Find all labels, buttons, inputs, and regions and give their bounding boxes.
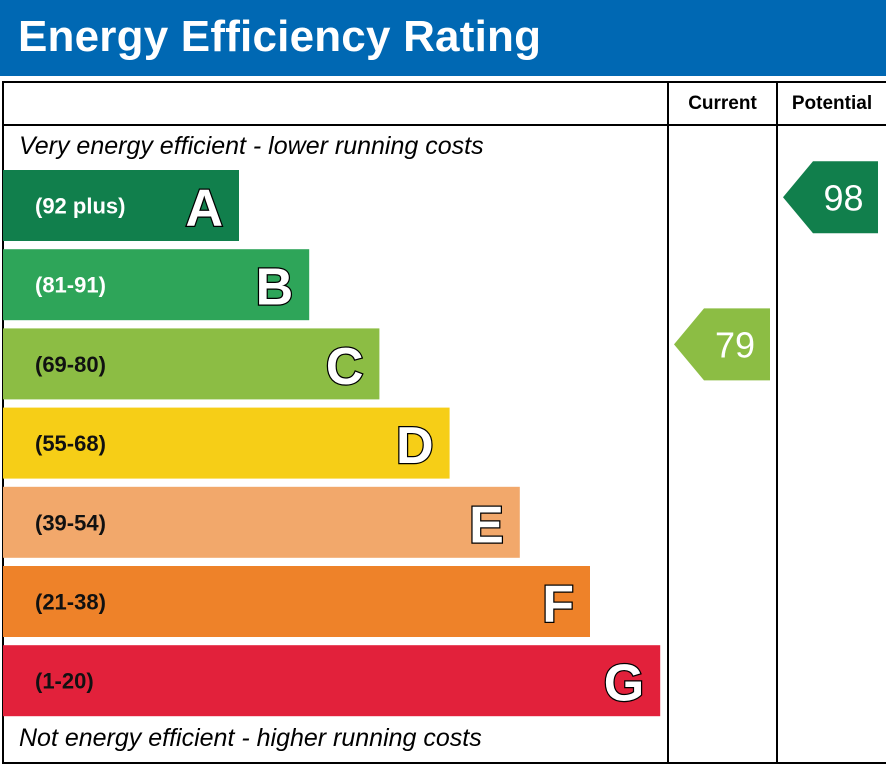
band-letter-d: D	[396, 417, 434, 475]
current-rating-value: 79	[715, 324, 755, 365]
band-letter-f: F	[542, 576, 574, 634]
band-range-label-a: (92 plus)	[35, 194, 125, 219]
band-letter-b: B	[256, 259, 294, 317]
band-bar-d	[3, 407, 450, 479]
title-bar: Energy Efficiency Rating	[0, 0, 886, 76]
current-column-divider	[667, 81, 669, 764]
potential-rating-value: 98	[823, 177, 863, 218]
bottom-note: Not energy efficient - higher running co…	[19, 724, 482, 752]
page-title: Energy Efficiency Rating	[18, 12, 542, 61]
band-bar-e	[3, 486, 520, 558]
band-range-label-e: (39-54)	[35, 510, 106, 535]
band-range-label-b: (81-91)	[35, 273, 106, 298]
current-rating-arrow	[674, 308, 770, 381]
top-note: Very energy efficient - lower running co…	[19, 132, 484, 160]
potential-rating-arrow	[783, 161, 878, 234]
band-letter-a: A	[185, 180, 223, 238]
band-letter-c: C	[326, 338, 364, 396]
band-bar-a	[3, 170, 239, 241]
band-bar-c	[3, 328, 380, 400]
band-bar-f	[3, 566, 590, 637]
band-range-label-c: (69-80)	[35, 352, 106, 377]
band-bar-b	[3, 249, 310, 321]
band-range-label-d: (55-68)	[35, 431, 106, 456]
band-letter-e: E	[469, 496, 504, 554]
band-letter-g: G	[604, 655, 644, 713]
band-range-label-g: (1-20)	[35, 669, 94, 694]
band-range-label-f: (21-38)	[35, 590, 106, 615]
header-divider	[2, 124, 886, 126]
potential-column-header: Potential	[791, 93, 873, 114]
current-column-header: Current	[688, 93, 757, 114]
band-bar-g	[3, 645, 661, 717]
potential-column-divider	[776, 81, 778, 764]
